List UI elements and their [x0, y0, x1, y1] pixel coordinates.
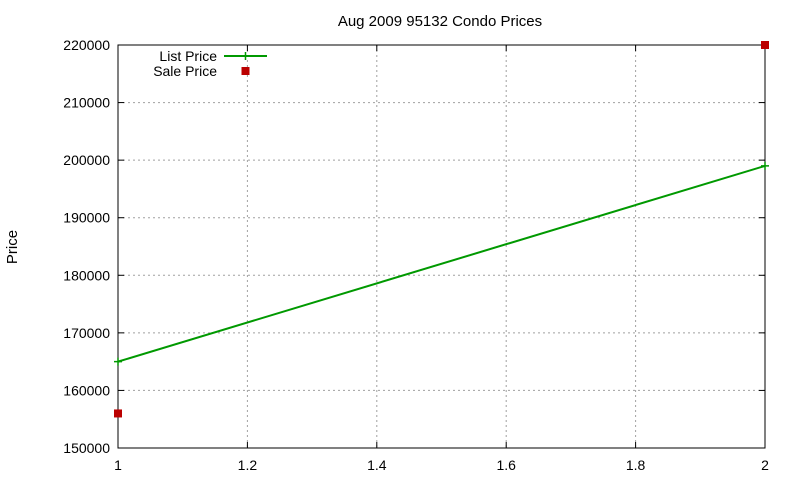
x-tick-label: 1.6 — [496, 457, 516, 473]
series-layer — [114, 41, 769, 418]
y-tick-label: 160000 — [63, 382, 110, 398]
series-sale-price — [114, 41, 769, 418]
axis-ticks: 1 1.2 1.4 1.6 1.8 2 150000 160000 170000 180000 19… — [63, 37, 769, 473]
sale-price-point — [114, 409, 122, 418]
chart-title: Aug 2009 95132 Condo Prices — [338, 13, 542, 30]
x-tick-label: 1.2 — [238, 457, 258, 473]
series-list-price — [114, 161, 769, 366]
y-tick-label: 220000 — [63, 37, 110, 53]
y-tick-label: 190000 — [63, 210, 110, 226]
sale-price-point — [761, 41, 769, 49]
x-tick-label: 1.8 — [626, 457, 646, 473]
y-tick-label: 210000 — [63, 95, 110, 111]
legend-label-sale-price: Sale Price — [153, 63, 217, 79]
legend-label-list-price: List Price — [159, 48, 217, 64]
x-tick-label: 2 — [761, 457, 769, 473]
grid-lines — [118, 45, 765, 448]
x-tick-label: 1.4 — [367, 457, 387, 473]
y-tick-label: 200000 — [63, 152, 110, 168]
y-axis-title: Price — [4, 230, 21, 264]
legend-sample-point-list-price — [241, 52, 250, 60]
y-tick-label: 150000 — [63, 440, 110, 456]
list-price-point — [761, 161, 769, 170]
y-tick-label: 180000 — [63, 267, 110, 283]
legend-sample-point-sale-price — [241, 67, 250, 75]
plot-frame — [117, 44, 766, 449]
x-tick-label: 1 — [114, 457, 122, 473]
list-price-line — [117, 164, 766, 363]
y-tick-label: 170000 — [63, 325, 110, 341]
list-price-point — [114, 357, 122, 366]
